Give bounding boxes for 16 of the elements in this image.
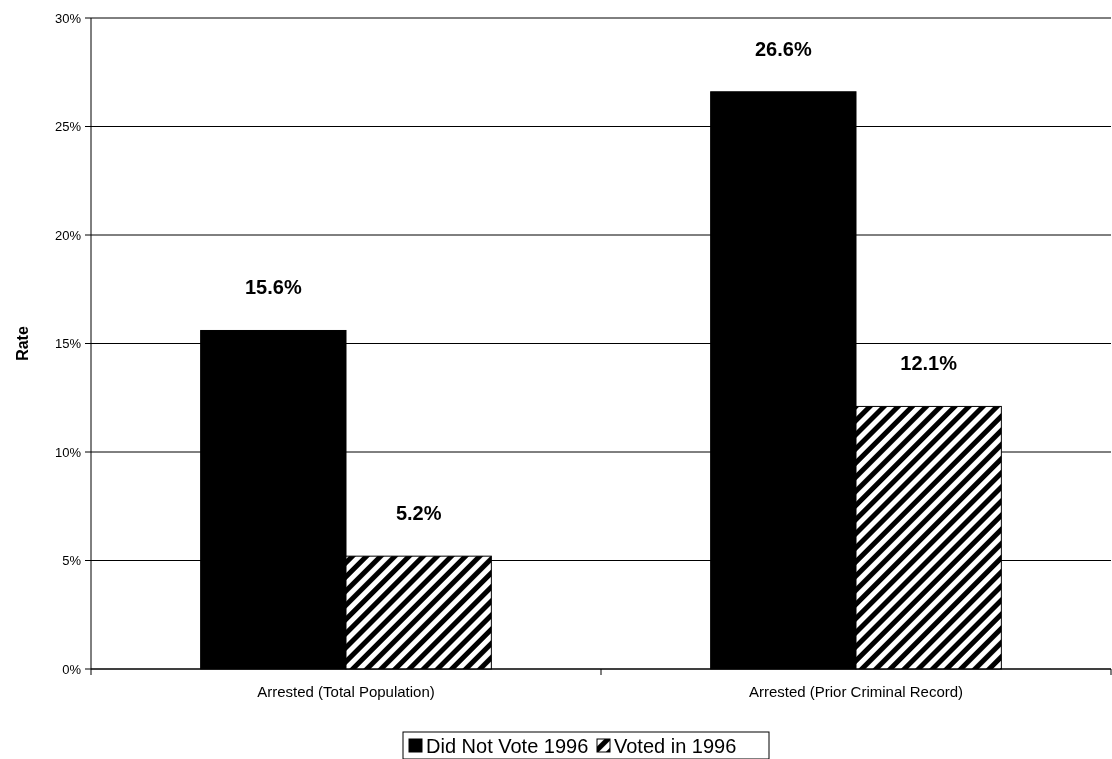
data-label: 12.1% (900, 352, 958, 375)
y-tick-label: 0% (62, 661, 82, 677)
y-tick-label: 20% (54, 227, 82, 243)
y-tick-label: 15% (54, 336, 82, 352)
legend-label: Voted in 1996 (614, 735, 737, 757)
data-label: 15.6% (244, 276, 302, 299)
y-axis-title: Rate (14, 326, 31, 361)
data-label: 5.2% (395, 502, 442, 525)
y-tick-label: 5% (62, 553, 82, 569)
legend-label: Did Not Vote 1996 (426, 735, 589, 757)
y-tick-label: 10% (54, 444, 82, 460)
data-label: 26.6% (754, 37, 812, 60)
y-tick-label: 25% (54, 119, 82, 135)
x-tick-label: Arrested (Total Population) (257, 683, 435, 700)
y-tick-label: 30% (54, 10, 82, 26)
x-tick-label: Arrested (Prior Criminal Record) (748, 683, 964, 700)
